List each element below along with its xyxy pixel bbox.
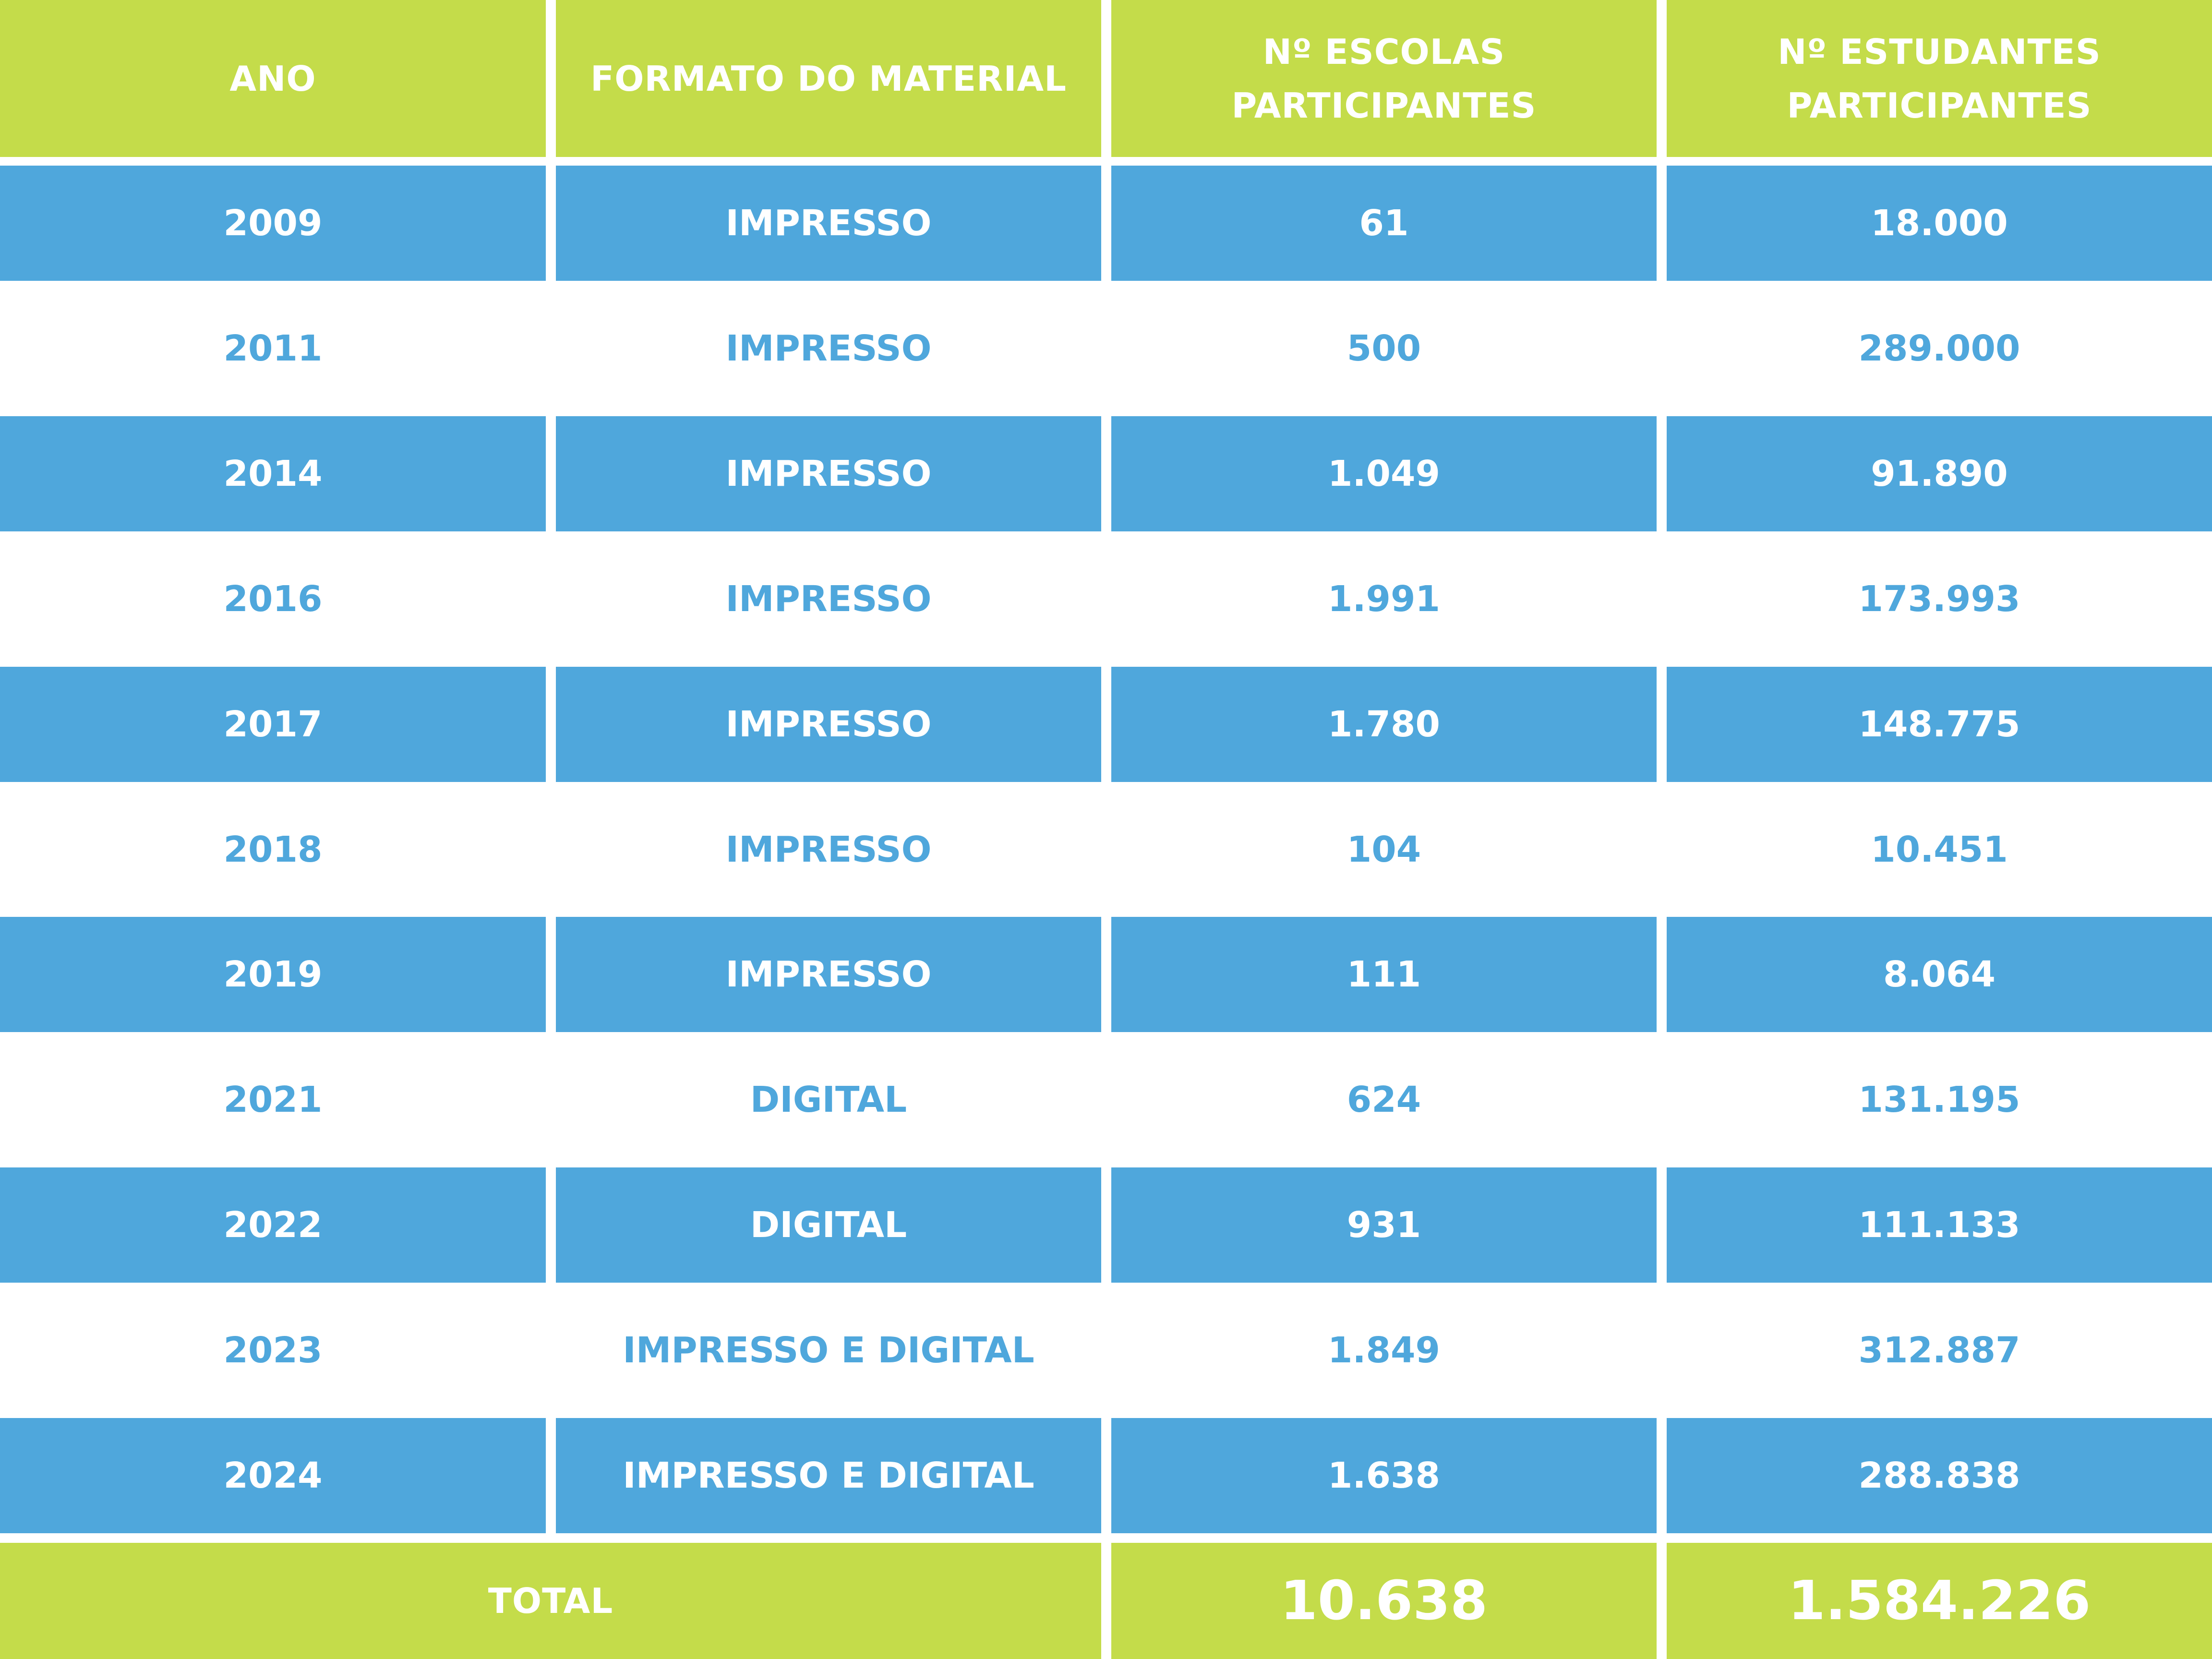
table-row: 2016 IMPRESSO 1.991 173.993 [0, 531, 2212, 667]
table-row: 2011 IMPRESSO 500 289.000 [0, 281, 2212, 416]
cell-formato: IMPRESSO [556, 281, 1101, 416]
cell-ano: 2011 [0, 281, 546, 416]
cell-escolas: 1.849 [1111, 1283, 1657, 1418]
header-escolas: Nº ESCOLAS PARTICIPANTES [1111, 0, 1657, 157]
cell-ano: 2009 [0, 166, 546, 281]
cell-estudantes: 173.993 [1667, 531, 2212, 667]
header-escolas-line1: Nº ESCOLAS [1262, 31, 1505, 72]
total-escolas: 10.638 [1280, 1570, 1488, 1632]
cell-escolas: 624 [1111, 1032, 1657, 1167]
cell-formato: DIGITAL [556, 1032, 1101, 1167]
cell-ano: 2021 [0, 1032, 546, 1167]
table-row: 2009 IMPRESSO 61 18.000 [0, 166, 2212, 281]
cell-escolas: 500 [1111, 281, 1657, 416]
cell-escolas: 111 [1111, 917, 1657, 1032]
cell-escolas: 931 [1111, 1167, 1657, 1283]
cell-estudantes: 91.890 [1667, 416, 2212, 531]
cell-formato: IMPRESSO [556, 667, 1101, 782]
cell-ano: 2014 [0, 416, 546, 531]
cell-formato: IMPRESSO [556, 917, 1101, 1032]
cell-estudantes: 111.133 [1667, 1167, 2212, 1283]
cell-formato: IMPRESSO E DIGITAL [556, 1418, 1101, 1533]
cell-escolas: 104 [1111, 782, 1657, 917]
header-estudantes: Nº ESTUDANTES PARTICIPANTES [1667, 0, 2212, 157]
header-estudantes-line2: PARTICIPANTES [1787, 85, 2092, 126]
total-estudantes: 1.584.226 [1788, 1570, 2091, 1632]
cell-escolas: 1.780 [1111, 667, 1657, 782]
header-ano-label: ANO [229, 58, 316, 99]
table-row: 2017 IMPRESSO 1.780 148.775 [0, 667, 2212, 782]
cell-ano: 2024 [0, 1418, 546, 1533]
table-row: 2014 IMPRESSO 1.049 91.890 [0, 416, 2212, 531]
cell-ano: 2017 [0, 667, 546, 782]
cell-estudantes: 289.000 [1667, 281, 2212, 416]
cell-estudantes: 10.451 [1667, 782, 2212, 917]
table-total-row: TOTAL 10.638 1.584.226 [0, 1543, 2212, 1659]
cell-ano: 2019 [0, 917, 546, 1032]
cell-formato: DIGITAL [556, 1167, 1101, 1283]
cell-estudantes: 148.775 [1667, 667, 2212, 782]
total-estudantes-cell: 1.584.226 [1667, 1543, 2212, 1659]
cell-escolas: 61 [1111, 166, 1657, 281]
cell-estudantes: 312.887 [1667, 1283, 2212, 1418]
cell-ano: 2018 [0, 782, 546, 917]
table-row: 2023 IMPRESSO E DIGITAL 1.849 312.887 [0, 1283, 2212, 1418]
cell-ano: 2023 [0, 1283, 546, 1418]
cell-estudantes: 131.195 [1667, 1032, 2212, 1167]
table-row: 2019 IMPRESSO 111 8.064 [0, 917, 2212, 1032]
total-escolas-cell: 10.638 [1111, 1543, 1657, 1659]
cell-estudantes: 18.000 [1667, 166, 2212, 281]
cell-formato: IMPRESSO E DIGITAL [556, 1283, 1101, 1418]
cell-formato: IMPRESSO [556, 416, 1101, 531]
header-estudantes-line1: Nº ESTUDANTES [1778, 31, 2101, 72]
table-row: 2024 IMPRESSO E DIGITAL 1.638 288.838 [0, 1418, 2212, 1533]
total-label: TOTAL [488, 1581, 613, 1621]
header-formato: FORMATO DO MATERIAL [556, 0, 1101, 157]
table-row: 2018 IMPRESSO 104 10.451 [0, 782, 2212, 917]
header-escolas-line2: PARTICIPANTES [1231, 85, 1537, 126]
table-header-row: ANO FORMATO DO MATERIAL Nº ESCOLAS PARTI… [0, 0, 2212, 157]
table-row: 2021 DIGITAL 624 131.195 [0, 1032, 2212, 1167]
header-formato-label: FORMATO DO MATERIAL [590, 58, 1067, 99]
cell-estudantes: 288.838 [1667, 1418, 2212, 1533]
cell-estudantes: 8.064 [1667, 917, 2212, 1032]
cell-formato: IMPRESSO [556, 531, 1101, 667]
cell-ano: 2022 [0, 1167, 546, 1283]
cell-escolas: 1.049 [1111, 416, 1657, 531]
total-label-cell: TOTAL [0, 1543, 1101, 1659]
header-ano: ANO [0, 0, 546, 157]
cell-ano: 2016 [0, 531, 546, 667]
cell-formato: IMPRESSO [556, 782, 1101, 917]
cell-escolas: 1.638 [1111, 1418, 1657, 1533]
cell-escolas: 1.991 [1111, 531, 1657, 667]
table-row: 2022 DIGITAL 931 111.133 [0, 1167, 2212, 1283]
cell-formato: IMPRESSO [556, 166, 1101, 281]
